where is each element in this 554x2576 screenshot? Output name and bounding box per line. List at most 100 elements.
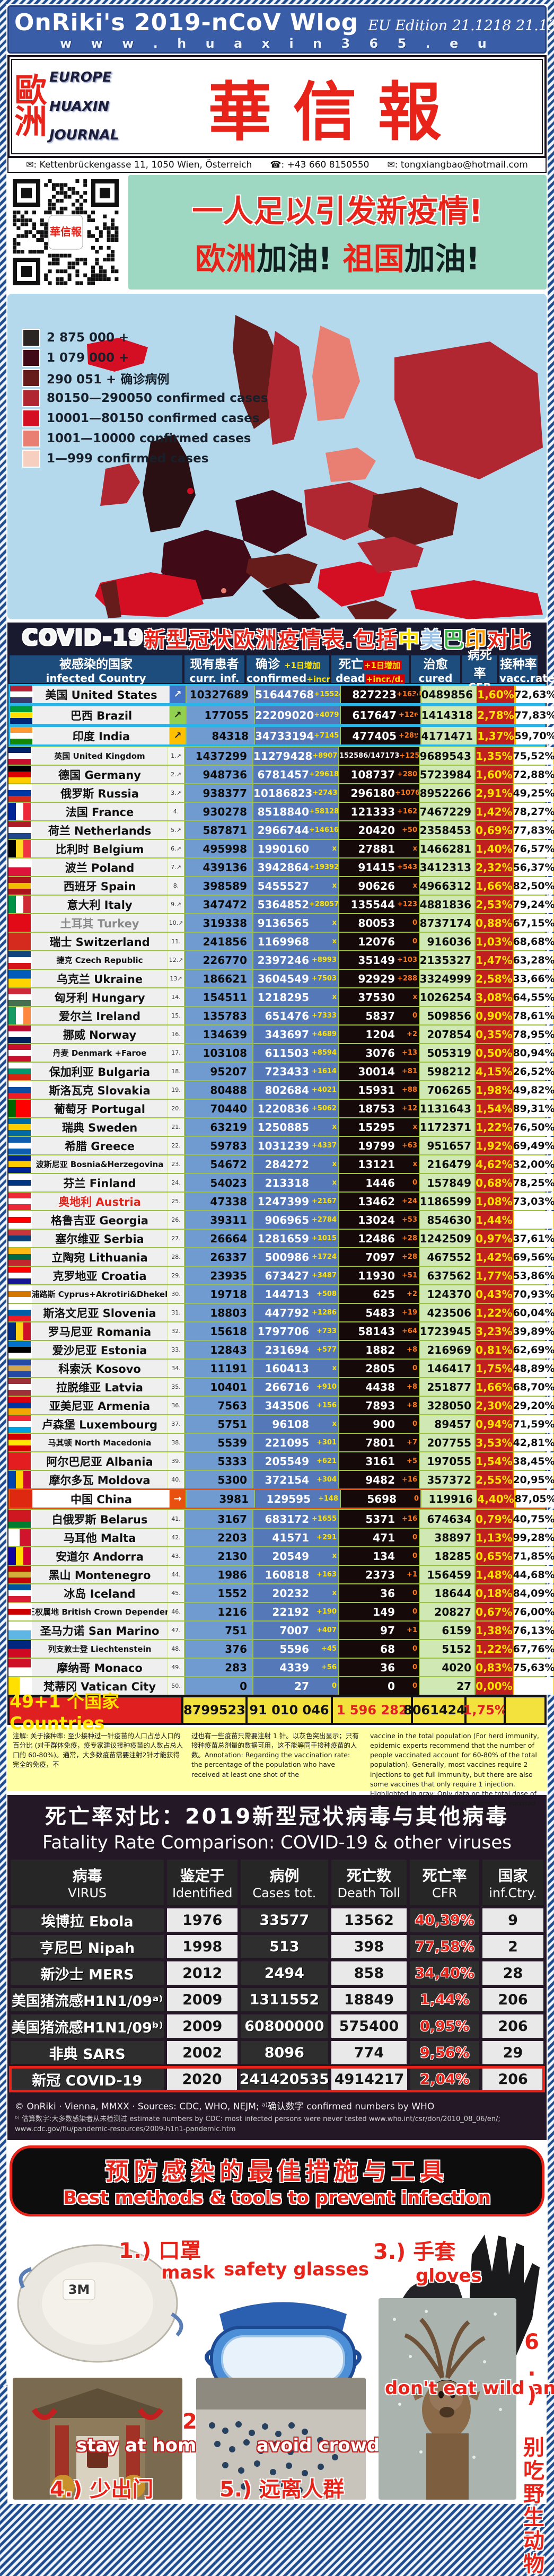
- table-row: 俄罗斯 Russia 3.↗ 938377 10186823 +27434 296…: [8, 783, 554, 802]
- table-row: 立陶宛 Lithuania 28. 26337 500986 +1724 7097…: [8, 1247, 554, 1266]
- contact-address: ✉: Kettenbrückengasse 11, 1050 Wien, Öst…: [26, 160, 252, 170]
- cured-value: 21414318: [414, 706, 476, 724]
- country-flag-icon: [8, 784, 32, 802]
- cfr-value: 2,53%: [474, 896, 513, 913]
- table-row: 卢森堡 Luxembourg 37. 5751 96108 x 900 0 8945…: [8, 1414, 554, 1433]
- confirmed-value: 22209020: [255, 708, 314, 722]
- mask-label-en: mask: [161, 2262, 215, 2283]
- cfr-value: 0,43%: [474, 1285, 513, 1303]
- dead-increase: x: [412, 882, 417, 890]
- dead-increase: 0: [412, 1534, 417, 1541]
- cured-value: 197055: [419, 1452, 474, 1470]
- country-rank: 44.: [168, 1566, 184, 1583]
- country-name: 乌克兰 Ukraine: [32, 970, 168, 987]
- confirmed-increase: +148: [318, 1495, 338, 1503]
- virus-cases: 2494: [241, 1961, 328, 1985]
- country-name: 印度 India: [33, 727, 169, 744]
- confirmed-value: 447792: [265, 1306, 310, 1319]
- vaccination-value: 72,63%: [514, 686, 554, 703]
- current-infected-value: 226770: [184, 951, 252, 969]
- slogan-line1: 一人足以引发新疫情!: [192, 193, 483, 229]
- table-row: 格鲁吉亚 Georgia 26. 39311 906965 +2784 13024…: [8, 1210, 554, 1229]
- confirmed-increase: x: [332, 1364, 337, 1372]
- dead-increase: +12: [402, 1105, 417, 1112]
- table-row: 列支敦士登 Liechtenstein 48. 376 5596 +45 68 0 …: [8, 1639, 554, 1658]
- slogan-zone: 華信報 一人足以引发新疫情! 欧洲加油! 祖国加油!: [7, 175, 547, 291]
- dead-value: 5483: [365, 1306, 395, 1319]
- confirmed-increase: +19392: [309, 863, 339, 871]
- table-row: 塞浦路斯 Cyprus+Akrotiri&Dhekelia 30. 19718 …: [8, 1284, 554, 1303]
- country-name: 塞浦路斯 Cyprus+Akrotiri&Dhekelia: [32, 1285, 168, 1303]
- dead-value: 1882: [365, 1343, 395, 1356]
- virus-name: 埃博拉 Ebola: [11, 1908, 164, 1932]
- current-infected-value: 1216: [184, 1603, 252, 1620]
- vaccination-value: 71,85%: [513, 1547, 554, 1565]
- dead-increase: +126: [398, 711, 419, 719]
- confirmed-increase: x: [332, 882, 337, 890]
- country-name: 芬兰 Finland: [32, 1174, 168, 1191]
- cured-value: 7467229: [419, 803, 474, 820]
- table-row: 阿尔巴尼亚 Albania 39. 5333 205549 +621 3161 +5…: [8, 1451, 554, 1470]
- country-rank: 42.: [168, 1529, 184, 1546]
- country-rank: 26.: [168, 1211, 184, 1229]
- country-name: 英国王权属地 British Crown Dependencies: [32, 1603, 168, 1620]
- confirmed-increase: x: [332, 1123, 337, 1131]
- dead-value: 7801: [365, 1436, 395, 1449]
- current-infected-value: 1552: [184, 1584, 252, 1602]
- vaccination-value: 76,50%: [513, 1118, 554, 1136]
- confirmed-value: 96108: [272, 1417, 309, 1431]
- country-name: 摩尔多瓦 Moldova: [32, 1471, 168, 1488]
- current-infected-value: 103108: [184, 1044, 252, 1062]
- table-row: 塞尔维亚 Serbia 27. 26664 1281659 +1015 12486…: [8, 1229, 554, 1247]
- country-name: 马耳他 Malta: [32, 1529, 168, 1546]
- cfr-value: 2,91%: [474, 784, 513, 802]
- dead-value: 92929: [358, 972, 395, 985]
- current-infected-value: 319338: [184, 914, 252, 932]
- virus-cases: 60800000: [241, 2014, 328, 2038]
- current-infected-value: 10327689: [186, 686, 254, 703]
- totals-label: 49+1 个国家 Countries: [8, 1691, 183, 1733]
- country-rank: 47.: [168, 1622, 184, 1639]
- table-row: 摩尔多瓦 Moldova 40. 5300 372154 +304 9482 +16…: [8, 1470, 554, 1488]
- legend-item: 2 875 000 +: [22, 329, 268, 347]
- dead-increase: +28: [402, 1234, 417, 1242]
- virus-name: 美国猪流感H1N1/09ᵇ⁾: [11, 2014, 164, 2038]
- current-infected-value: 5333: [184, 1452, 252, 1470]
- country-name: 丹麦 Denmark +Faroe: [32, 1044, 168, 1062]
- country-rank: 38.: [168, 1434, 184, 1451]
- country-flag-icon: [8, 1452, 32, 1470]
- confirmed-value: 20232: [272, 1587, 309, 1600]
- country-flag-icon: [8, 1304, 32, 1321]
- virus-deaths: 398: [331, 1935, 407, 1958]
- cfr-value: 1,22%: [474, 1118, 513, 1136]
- country-rank: 2.↗: [168, 766, 184, 783]
- table-row: 波斯尼亚 Bosnia&Herzegovina 23. 54672 284272…: [8, 1154, 554, 1173]
- country-flag-icon: [8, 1547, 32, 1565]
- cured-value: 8952266: [419, 784, 474, 802]
- country-rank: 49.: [168, 1659, 184, 1676]
- current-infected-value: 15618: [184, 1322, 252, 1340]
- cfr-value: 1,60%: [476, 686, 514, 703]
- confirmed-value: 651476: [265, 1009, 310, 1022]
- country-name: 波兰 Poland: [32, 858, 168, 876]
- cfr-value: 1,35%: [474, 747, 513, 765]
- country-flag-icon: [8, 1026, 32, 1043]
- fatality-table-body: 埃博拉 Ebola 1976 33577 13562 40,39% 9 亨尼巴 …: [9, 1908, 545, 2092]
- table-row: 英国王权属地 British Crown Dependencies 46. 12…: [8, 1602, 554, 1620]
- confirmed-increase: x: [332, 1552, 337, 1560]
- virus-countries: 9: [482, 1908, 544, 1932]
- table-row: 西班牙 Spain 8. 398589 5455527 x 90626 x 4966…: [8, 876, 554, 895]
- legend-item: 80150—290050 confirmed cases: [22, 389, 268, 407]
- country-name: 白俄罗斯 Belarus: [32, 1510, 168, 1528]
- dead-value: 2373: [365, 1568, 395, 1581]
- fatality-row: 美国猪流感H1N1/09ᵇ⁾ 2009 60800000 575400 0,95…: [11, 2014, 544, 2038]
- annotation-col3: vaccine in the total population (For her…: [370, 1732, 540, 1817]
- dead-value: 11930: [358, 1269, 395, 1282]
- country-flag-icon: [10, 727, 33, 744]
- cfr-value: 1,44%: [474, 1211, 513, 1229]
- country-rank: 46.: [168, 1603, 184, 1620]
- cured-value: 951657: [419, 1137, 474, 1154]
- cured-value: 423506: [419, 1304, 474, 1321]
- country-flag-icon: [8, 1378, 32, 1396]
- legend-label: 2 875 000 +: [47, 331, 129, 345]
